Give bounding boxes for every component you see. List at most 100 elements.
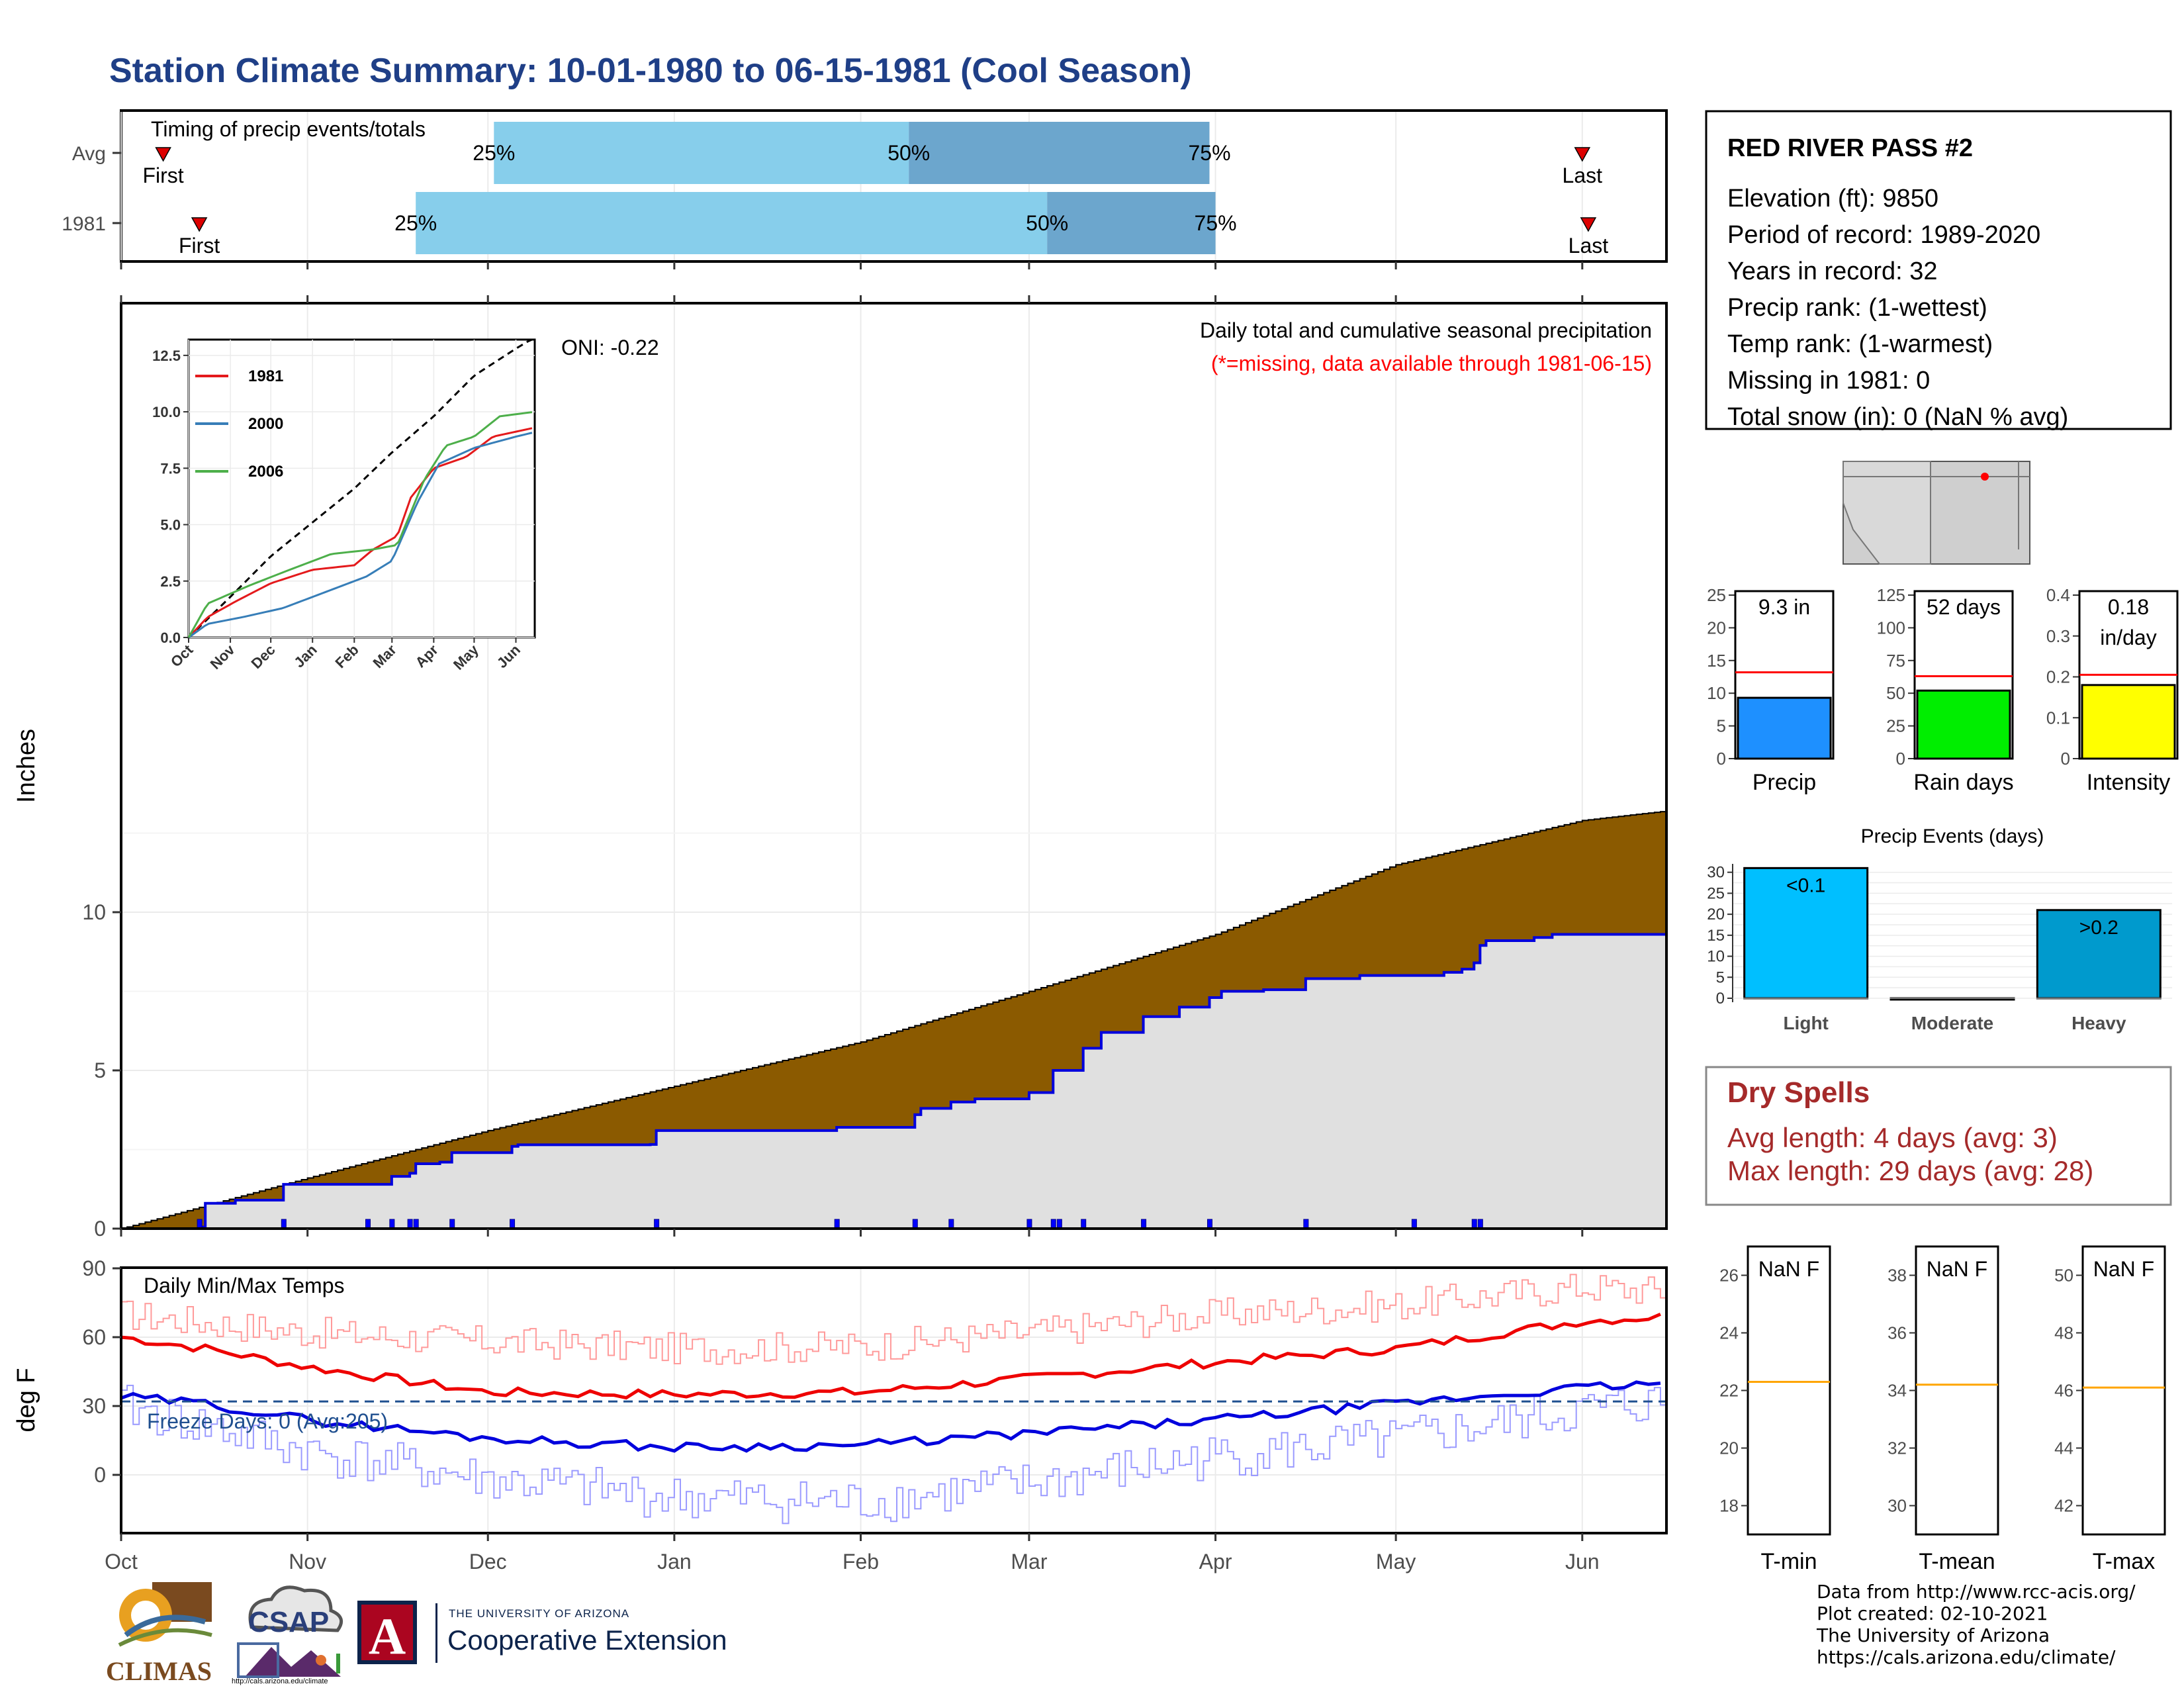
events-ytick-label: 10 [1707, 948, 1725, 966]
inset-legend-label: 2006 [248, 463, 283, 481]
station-name: RED RIVER PASS #2 [1727, 134, 1973, 162]
credit-line: https://cals.arizona.edu/climate/ [1817, 1646, 2116, 1668]
avg-max-line [120, 1312, 1661, 1400]
csap-url: http://cals.arizona.edu/climate [232, 1677, 328, 1685]
daily-min-line [121, 1384, 1667, 1525]
summary-ytick-label: 25 [1707, 585, 1726, 605]
summary-bar [2081, 684, 2176, 760]
events-ytick-label: 20 [1707, 906, 1725, 923]
station-location-icon [1981, 473, 1989, 481]
credit-line: Data from http://www.rcc-acis.org/ [1817, 1581, 2136, 1603]
summary-category-label: Precip [1752, 770, 1816, 795]
station-info: Elevation (ft): 9850 Period of record: 19… [1727, 185, 2068, 431]
daily-precip-bar [654, 1219, 660, 1229]
temp-box-ytick-label: 20 [1719, 1438, 1739, 1458]
summary-ytick-label: 10 [1707, 683, 1726, 703]
month-label: Oct [105, 1550, 138, 1573]
daily-precip-bar [281, 1219, 287, 1229]
daily-max-line [121, 1274, 1667, 1365]
inset-ytick-label: 2.5 [160, 573, 181, 590]
month-label: Nov [289, 1550, 326, 1573]
events-title: Precip Events (days) [1861, 825, 2044, 847]
month-label: May [1376, 1550, 1416, 1573]
timing-q75-label: 75% [1195, 211, 1237, 235]
ua-line2: Cooperative Extension [447, 1624, 727, 1656]
station-box: RED RIVER PASS #2 Elevation (ft): 9850 Pe… [1705, 110, 2172, 431]
inset-frame [187, 338, 536, 639]
timing-marker-label: Last [1569, 234, 1609, 258]
precip-frame [120, 302, 1668, 1230]
timing-panel: Timing of precip events/totals Avg 25% 50% 7… [62, 109, 1668, 263]
summary-value-label: in/day [2100, 626, 2156, 649]
inset-ytick-label: 5.0 [160, 517, 181, 534]
obs-cumulative-line [121, 933, 1666, 1230]
csap-emblem [237, 1585, 343, 1678]
obs-cumulative-area [121, 934, 1666, 1229]
summary-ytick-label: 0.4 [2046, 585, 2070, 605]
summary-ytick-label: 25 [1886, 716, 1905, 736]
summary-ytick-label: 0 [1896, 749, 1905, 769]
month-label: Jan [657, 1550, 692, 1573]
precip-missing-note: (*=missing, data available through 1981-… [1211, 352, 1652, 375]
location-map [1843, 461, 2030, 565]
daily-precip-bar [912, 1219, 918, 1229]
daily-precip-bar [1411, 1219, 1417, 1229]
timing-q25-label: 25% [394, 211, 437, 235]
station-info-line: Total snow (in): 0 (NaN % avg) [1727, 403, 2068, 431]
daily-precip-bar [407, 1219, 413, 1229]
summary-ytick-label: 100 [1877, 618, 1905, 637]
inset-series-line [188, 432, 533, 639]
events-ytick-label: 0 [1716, 990, 1725, 1008]
inset-series-line [187, 427, 533, 639]
daily-precip-bar [1303, 1219, 1309, 1229]
inset-series-line [187, 338, 533, 639]
summary-ytick-label: 0 [1717, 749, 1726, 769]
temp-box [1915, 1245, 1999, 1536]
summary-ytick-label: 0.3 [2046, 626, 2070, 646]
station-info-line: Period of record: 1989-2020 [1727, 221, 2040, 249]
station-info-line: Years in record: 32 [1727, 258, 1938, 285]
ua-divider [435, 1603, 437, 1663]
station-info-line: Elevation (ft): 9850 [1727, 185, 1938, 212]
temp-box-ytick-label: 36 [1888, 1323, 1907, 1343]
precip-ytick-label: 0 [94, 1217, 106, 1241]
temp-box-ytick-label: 32 [1888, 1438, 1907, 1458]
daily-precip-bar [1141, 1219, 1147, 1229]
summary-ytick-label: 0 [2061, 749, 2070, 769]
temp-box-ytick-label: 50 [2054, 1266, 2073, 1286]
daily-precip-bar [1471, 1219, 1477, 1229]
month-label: Apr [1199, 1550, 1232, 1573]
timing-q50-label: 50% [887, 141, 930, 165]
freeze-days-label: Freeze Days: 0 (Avg:205) [147, 1409, 388, 1433]
summary-bar [1916, 689, 2011, 760]
credits: Data from http://www.rcc-acis.org/ Plot … [1817, 1581, 2136, 1668]
events-ytick-label: 5 [1716, 968, 1725, 986]
events-ytick-label: 30 [1707, 864, 1725, 882]
temp-box-ytick-label: 18 [1719, 1496, 1739, 1516]
temp-box [2081, 1245, 2166, 1536]
daily-precip-bar [365, 1219, 371, 1229]
temp-box-ytick-label: 30 [1888, 1496, 1907, 1516]
month-label: Mar [1011, 1550, 1047, 1573]
summary-ytick-label: 15 [1707, 651, 1726, 671]
station-info-line: Precip rank: (1-wettest) [1727, 294, 1987, 322]
ua-line1: THE UNIVERSITY OF ARIZONA [449, 1607, 630, 1620]
daily-precip-bar [1081, 1219, 1087, 1229]
timing-row-label: 1981 [62, 213, 106, 235]
temp-box-ytick-label: 42 [2054, 1496, 2073, 1516]
temps-label: Daily Min/Max Temps [144, 1274, 344, 1297]
timing-marker-icon [1574, 147, 1591, 162]
summary-ytick-label: 0.1 [2046, 708, 2070, 728]
temperature-boxes: 18 20 22 24 26 NaN F T-min 30 32 34 36 38 NaN F T-mea… [1719, 1245, 2166, 1574]
temp-box-ytick-label: 34 [1888, 1381, 1907, 1401]
events-category-label: Heavy [2071, 1013, 2126, 1033]
inset-legend-label: 1981 [248, 367, 283, 385]
precip-ylabel: Inches [13, 729, 40, 803]
summary-bar [1737, 696, 1832, 760]
temp-box-value: NaN F [1927, 1257, 1987, 1281]
timing-marker-icon [1580, 217, 1597, 232]
inset-ytick-label: 10.0 [152, 404, 181, 420]
timing-q25-label: 25% [473, 141, 515, 165]
summary-bars: 0 5 10 15 20 25 9.3 in Precip 0 25 50 75 100 125 52 da… [1707, 585, 2179, 795]
